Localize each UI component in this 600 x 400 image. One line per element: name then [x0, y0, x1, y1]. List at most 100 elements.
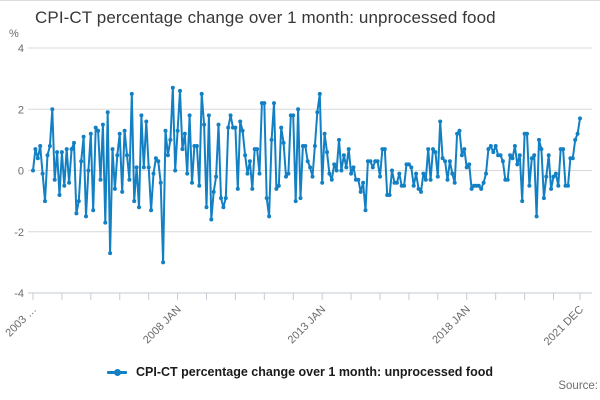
data-point[interactable]: [390, 168, 394, 173]
data-point[interactable]: [228, 113, 233, 118]
data-point[interactable]: [481, 180, 486, 185]
data-point[interactable]: [452, 180, 457, 185]
data-point[interactable]: [491, 150, 496, 155]
data-point[interactable]: [214, 174, 219, 179]
data-point[interactable]: [168, 137, 173, 142]
data-point[interactable]: [112, 186, 117, 191]
data-point[interactable]: [544, 174, 549, 179]
data-point[interactable]: [132, 199, 137, 204]
data-point[interactable]: [206, 113, 211, 118]
data-point[interactable]: [105, 110, 110, 115]
data-point[interactable]: [370, 165, 375, 170]
data-point[interactable]: [397, 171, 402, 176]
data-point[interactable]: [276, 183, 281, 188]
data-point[interactable]: [202, 122, 207, 127]
data-point[interactable]: [125, 153, 129, 158]
data-point[interactable]: [146, 165, 151, 170]
data-point[interactable]: [281, 140, 286, 145]
data-point[interactable]: [570, 156, 575, 161]
data-point[interactable]: [426, 147, 431, 152]
data-point[interactable]: [197, 183, 202, 188]
data-point[interactable]: [255, 147, 260, 152]
data-point[interactable]: [50, 107, 55, 112]
data-point[interactable]: [233, 125, 238, 130]
data-point[interactable]: [515, 162, 520, 167]
data-point[interactable]: [484, 171, 488, 176]
data-point[interactable]: [274, 186, 279, 191]
data-point[interactable]: [356, 177, 361, 182]
data-point[interactable]: [57, 193, 62, 197]
data-point[interactable]: [267, 214, 272, 219]
data-point[interactable]: [158, 180, 163, 185]
data-point[interactable]: [178, 88, 182, 93]
data-point[interactable]: [115, 153, 120, 158]
data-point[interactable]: [578, 116, 582, 121]
data-point[interactable]: [190, 180, 194, 185]
data-point[interactable]: [286, 171, 291, 176]
data-point[interactable]: [464, 165, 469, 170]
data-point[interactable]: [31, 168, 35, 173]
data-point[interactable]: [553, 171, 558, 176]
data-point[interactable]: [163, 128, 168, 133]
data-point[interactable]: [117, 131, 122, 136]
data-point[interactable]: [375, 159, 380, 164]
data-point[interactable]: [361, 180, 366, 185]
data-point[interactable]: [431, 147, 435, 152]
data-point[interactable]: [469, 186, 474, 191]
data-point[interactable]: [279, 125, 284, 130]
data-point[interactable]: [245, 171, 250, 176]
data-point[interactable]: [378, 174, 382, 179]
data-point[interactable]: [512, 144, 517, 148]
data-point[interactable]: [93, 125, 98, 130]
data-point[interactable]: [96, 128, 101, 133]
data-point[interactable]: [337, 137, 341, 142]
data-point[interactable]: [209, 217, 214, 222]
data-point[interactable]: [459, 153, 464, 158]
data-point[interactable]: [344, 165, 349, 170]
data-point[interactable]: [59, 150, 64, 155]
data-point[interactable]: [440, 156, 445, 161]
data-point[interactable]: [72, 140, 76, 145]
data-point[interactable]: [64, 147, 69, 152]
data-point[interactable]: [43, 199, 47, 204]
data-point[interactable]: [103, 220, 108, 225]
data-point[interactable]: [76, 199, 81, 204]
data-point[interactable]: [363, 208, 368, 213]
data-point[interactable]: [315, 110, 320, 115]
data-point[interactable]: [479, 186, 484, 191]
data-point[interactable]: [221, 205, 226, 210]
data-point[interactable]: [349, 171, 354, 176]
data-point[interactable]: [346, 147, 351, 152]
data-point[interactable]: [257, 171, 262, 176]
data-point[interactable]: [462, 147, 467, 152]
data-point[interactable]: [551, 174, 556, 179]
data-point[interactable]: [216, 122, 221, 127]
data-point[interactable]: [308, 165, 313, 170]
data-point[interactable]: [149, 208, 154, 213]
data-point[interactable]: [45, 153, 50, 158]
data-point[interactable]: [194, 144, 199, 148]
data-point[interactable]: [81, 134, 86, 139]
data-point[interactable]: [137, 205, 141, 210]
data-point[interactable]: [129, 91, 134, 96]
data-point[interactable]: [394, 180, 399, 185]
data-point[interactable]: [185, 171, 190, 176]
data-point[interactable]: [508, 153, 513, 158]
data-point[interactable]: [134, 165, 139, 170]
data-point[interactable]: [421, 171, 426, 176]
data-point[interactable]: [341, 153, 346, 158]
data-point[interactable]: [435, 174, 440, 179]
data-point[interactable]: [327, 171, 332, 176]
data-point[interactable]: [573, 137, 578, 142]
data-point[interactable]: [332, 162, 337, 167]
data-point[interactable]: [293, 199, 298, 204]
data-point[interactable]: [47, 144, 52, 148]
data-point[interactable]: [170, 85, 175, 90]
data-point[interactable]: [445, 177, 450, 182]
data-point[interactable]: [223, 196, 228, 201]
data-point[interactable]: [139, 113, 144, 118]
data-point[interactable]: [250, 186, 255, 191]
data-point[interactable]: [262, 101, 267, 106]
data-point[interactable]: [549, 186, 554, 191]
data-point[interactable]: [235, 186, 240, 191]
